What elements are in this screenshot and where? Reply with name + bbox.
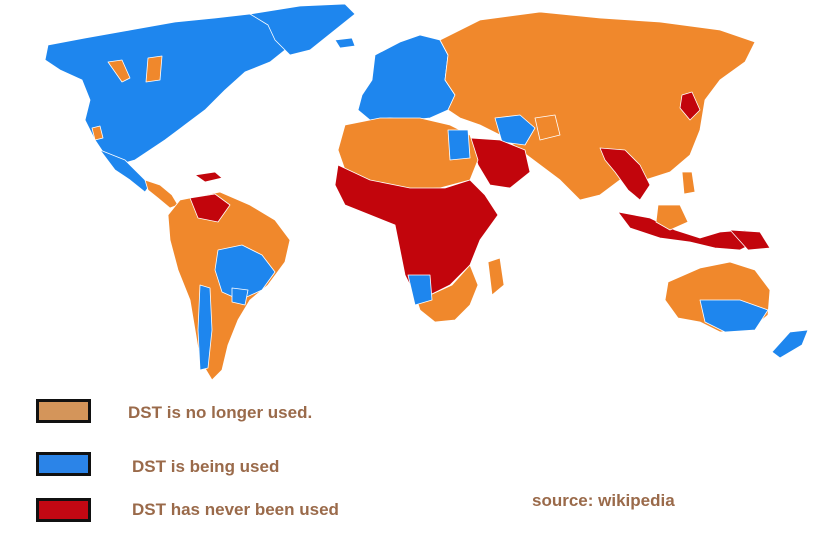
legend-label-being-used: DST is being used	[132, 457, 280, 476]
legend-swatch-being-used	[36, 452, 91, 476]
region-japan-korea-never	[679, 91, 701, 121]
region-egypt-dst	[447, 129, 471, 161]
region-madagascar	[487, 257, 505, 296]
source-caption: source: wikipedia	[532, 491, 675, 510]
legend-label-no-longer-used: DST is no longer used.	[128, 403, 313, 422]
region-venezuela	[189, 193, 231, 223]
region-chile-dst	[197, 284, 213, 371]
legend-swatch-no-longer-used	[36, 399, 91, 423]
region-arabia	[469, 137, 531, 189]
region-png	[729, 229, 771, 251]
region-middle-east-dst	[494, 114, 536, 146]
region-canada-patch	[107, 59, 131, 83]
region-caribbean	[194, 171, 223, 183]
legend-swatch-never-used	[36, 498, 91, 522]
region-borneo	[655, 204, 689, 231]
region-central-america-south	[144, 179, 179, 209]
region-greenland	[249, 3, 356, 56]
region-southeast-asia	[599, 147, 651, 201]
region-paraguay-dst	[231, 287, 249, 306]
region-southern-africa	[414, 264, 479, 323]
region-namibia-dst	[407, 274, 433, 306]
legend-label-never-used: DST has never been used	[132, 500, 339, 519]
region-iceland	[334, 37, 356, 49]
region-new-zealand	[771, 329, 809, 359]
region-europe	[357, 34, 456, 121]
region-arizona-patch	[91, 125, 104, 141]
region-australia-southeast-dst	[699, 299, 769, 333]
region-africa-central	[334, 164, 499, 296]
world-map	[44, 3, 809, 381]
region-afghanistan-orange	[534, 114, 561, 141]
region-philippines	[681, 171, 696, 195]
region-canada-patch-2	[145, 55, 163, 83]
region-north-america	[44, 13, 301, 166]
region-brazil-dst	[214, 244, 276, 301]
